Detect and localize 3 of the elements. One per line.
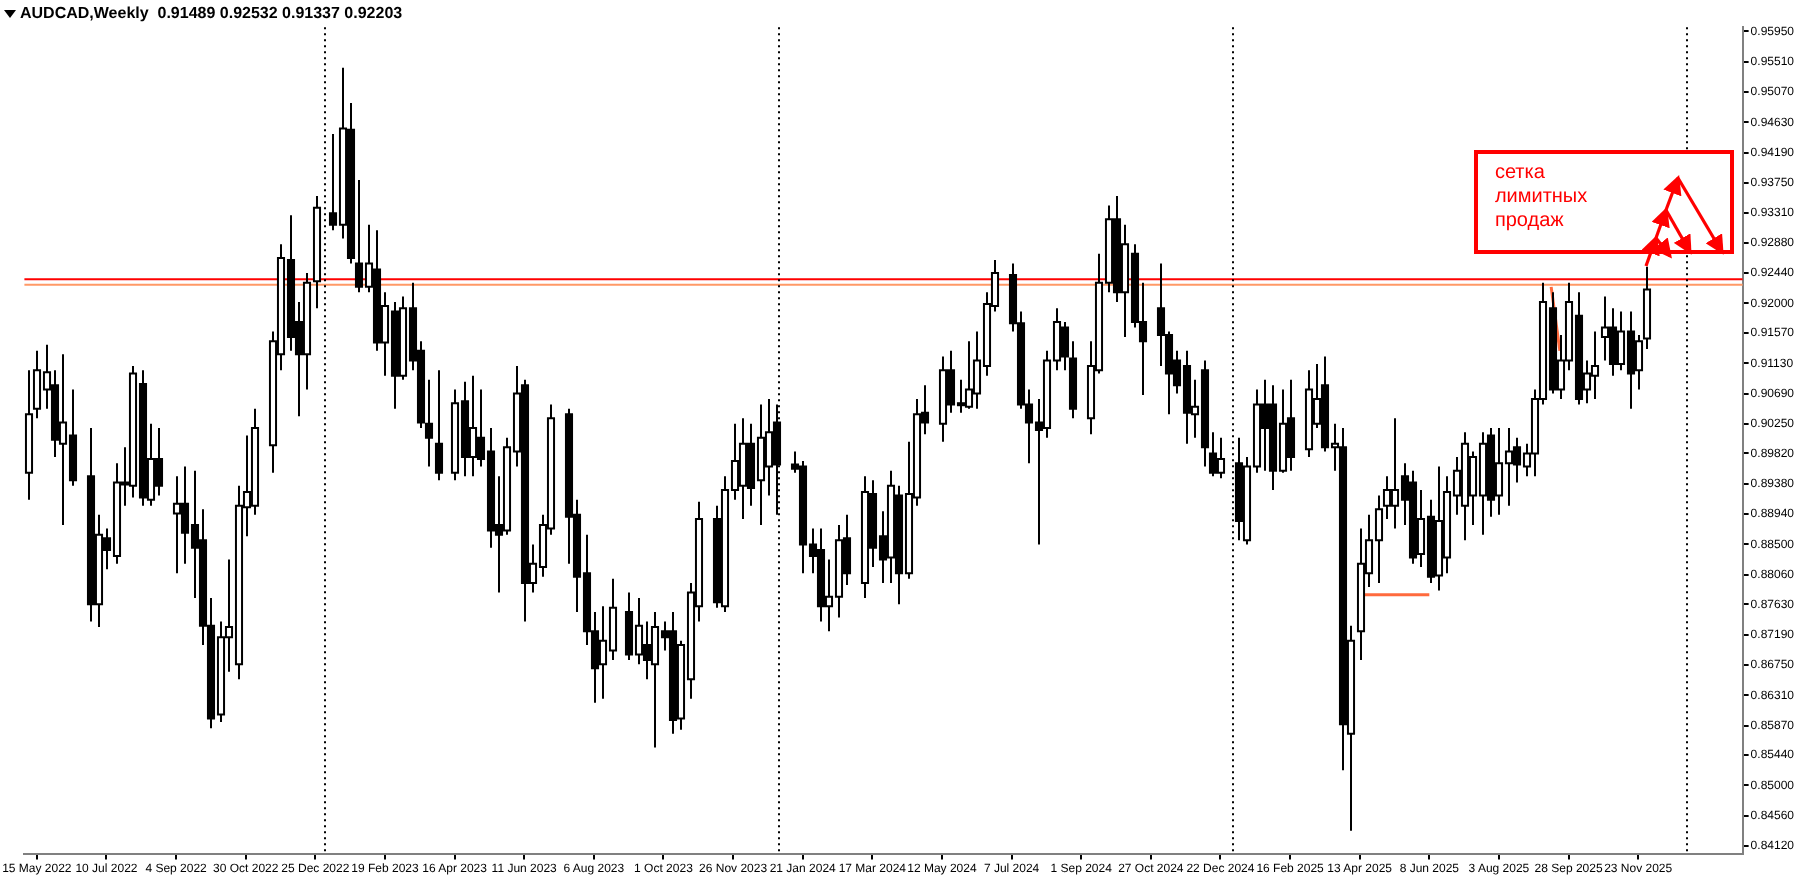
callout-box: сетка лимитных продаж <box>1474 150 1735 255</box>
chart-title: AUDCAD,Weekly 0.91489 0.92532 0.91337 0.92203 <box>20 4 404 23</box>
annotation: сетка лимитных продаж <box>1494 162 1588 235</box>
